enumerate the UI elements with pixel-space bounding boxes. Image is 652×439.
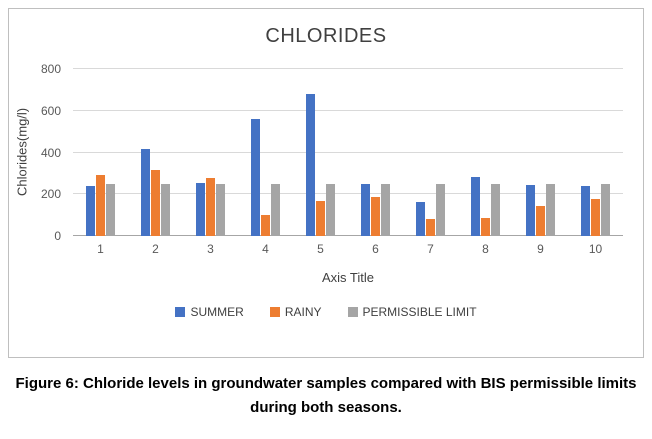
bar-permissible-limit (436, 183, 445, 236)
bar-group (128, 69, 183, 236)
x-tick-label: 8 (482, 242, 489, 256)
bar-permissible-limit (106, 183, 115, 236)
bar-permissible-limit (326, 183, 335, 236)
bar-summer (251, 119, 260, 236)
bar-summer (141, 149, 150, 236)
gridline (73, 151, 623, 153)
y-tick-label: 0 (54, 229, 61, 243)
legend-item: SUMMER (175, 305, 244, 319)
bar-summer (196, 182, 205, 236)
bar-group (73, 69, 128, 236)
bar-permissible-limit (216, 183, 225, 236)
bar-permissible-limit (491, 183, 500, 236)
x-tick-labels: 1 2 3 4 5 6 7 8 9 10 (73, 242, 623, 256)
bar-group (458, 69, 513, 236)
legend: SUMMER RAINY PERMISSIBLE LIMIT (9, 305, 643, 319)
y-tick-label: 800 (40, 62, 61, 76)
legend-swatch-icon (347, 307, 358, 317)
bar-permissible-limit (601, 183, 610, 236)
bar-group (238, 69, 293, 236)
bar-group (513, 69, 568, 236)
bar-rainy (371, 197, 380, 236)
bar-rainy (316, 200, 325, 236)
bar-summer (416, 201, 425, 236)
bar-group (568, 69, 623, 236)
bar-permissible-limit (271, 183, 280, 236)
bar-summer (361, 183, 370, 236)
x-tick-label: 10 (588, 242, 603, 256)
legend-label: RAINY (284, 305, 322, 319)
bar-rainy (96, 175, 105, 236)
y-axis-title: Chlorides(mg/l) (14, 107, 30, 197)
y-tick-label: 400 (40, 145, 61, 160)
gridline (73, 109, 623, 111)
legend-swatch-icon (269, 307, 280, 317)
bar-summer (471, 176, 480, 236)
bar-summer (526, 184, 535, 236)
bar-summer (86, 185, 95, 236)
gridline (73, 193, 623, 195)
x-tick-label: 3 (207, 242, 214, 256)
bar-summer (306, 94, 315, 236)
bar-rainy (481, 217, 490, 236)
figure-caption: Figure 6: Chloride levels in groundwater… (15, 375, 637, 416)
y-tick-labels: 0 200 400 600 800 (31, 62, 67, 243)
bar-rainy (261, 215, 270, 236)
bar-rainy (591, 199, 600, 236)
bar-groups (73, 69, 623, 236)
bar-summer (581, 185, 590, 236)
bar-rainy (206, 177, 215, 236)
x-tick-label: 4 (262, 242, 269, 256)
x-tick-label: 6 (372, 242, 379, 256)
x-tick-label: 7 (427, 242, 434, 256)
legend-label: PERMISSIBLE LIMIT (362, 305, 477, 319)
y-tick-label: 200 (40, 187, 61, 202)
legend-item: RAINY (269, 305, 322, 319)
chart-title: CHLORIDES (265, 25, 387, 47)
plot-area (73, 68, 623, 236)
bar-group (293, 69, 348, 236)
bar-group (183, 69, 238, 236)
x-tick-label: 2 (152, 242, 159, 256)
legend-item: PERMISSIBLE LIMIT (347, 305, 477, 319)
bar-permissible-limit (161, 183, 170, 236)
bar-rainy (426, 219, 435, 236)
x-tick-label: 9 (537, 242, 544, 256)
x-tick-label: 1 (97, 242, 104, 256)
x-axis-title: Axis Title (321, 270, 374, 285)
y-tick-label: 600 (40, 103, 61, 118)
x-axis-line (73, 235, 623, 236)
bar-group (403, 69, 458, 236)
legend-swatch-icon (175, 307, 186, 317)
bar-rainy (536, 206, 545, 236)
bar-permissible-limit (546, 183, 555, 236)
bar-permissible-limit (381, 183, 390, 236)
x-tick-label: 5 (317, 242, 324, 256)
bar-group (348, 69, 403, 236)
legend-label: SUMMER (190, 305, 244, 319)
bar-rainy (151, 170, 160, 236)
gridline (73, 68, 623, 69)
chart-frame: CHLORIDES Chlorides(mg/l) 0 200 400 600 800 … (8, 8, 644, 358)
